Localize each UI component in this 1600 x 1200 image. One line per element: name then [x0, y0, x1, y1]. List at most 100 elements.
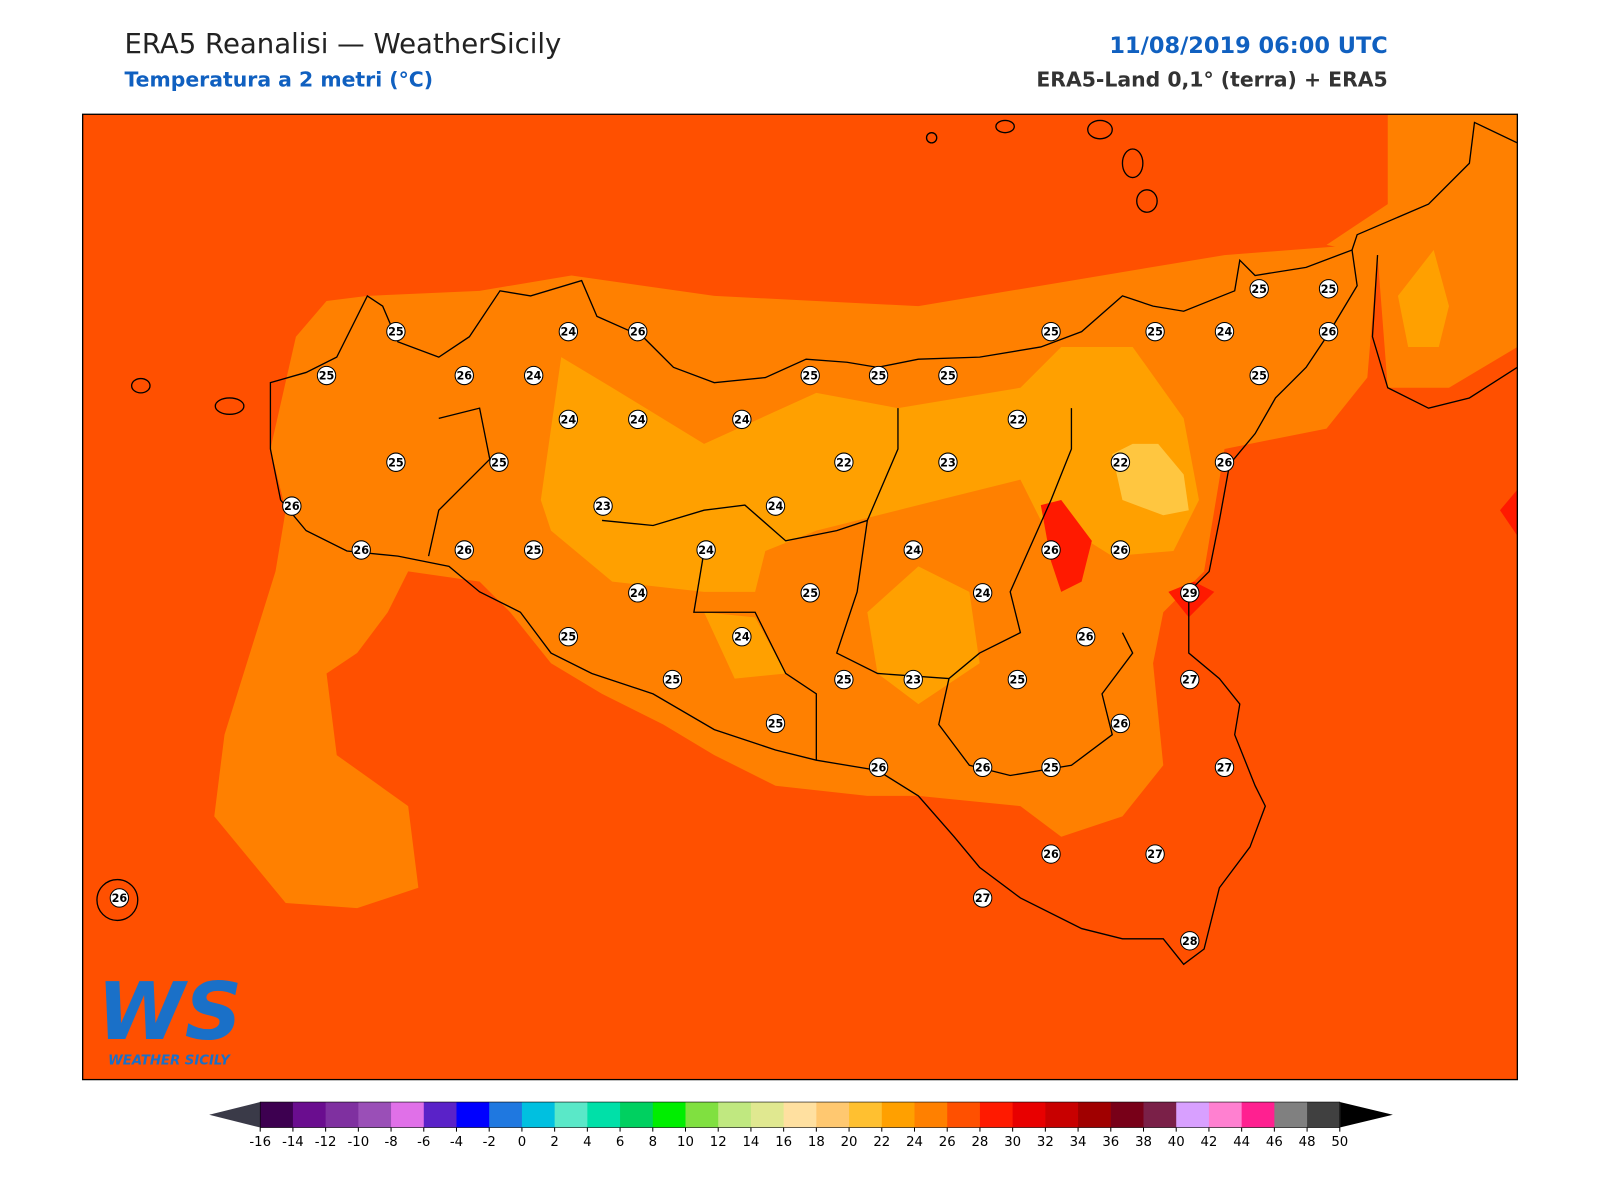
station-marker: [800, 583, 820, 603]
colorbar-segment: [358, 1102, 392, 1128]
logo-mark: WS: [97, 965, 242, 1058]
colorbar-tick-label: 44: [1233, 1135, 1250, 1150]
field-22-24: [867, 566, 980, 705]
field-20-22: [1112, 443, 1189, 516]
station-value: 24: [975, 587, 991, 600]
station-marker: [834, 669, 854, 690]
title: ERA5 Reanalisi — WeatherSicily: [124, 28, 561, 60]
colorbar-segment: [456, 1102, 490, 1128]
colorbar-segment: [914, 1102, 948, 1128]
colorbar-tick-label: 48: [1299, 1135, 1316, 1150]
station-value: 26: [1113, 717, 1129, 730]
station-marker: [282, 496, 302, 516]
station-marker: [1041, 540, 1061, 560]
station-value: 24: [905, 544, 921, 557]
island: [995, 119, 1015, 134]
station-value: 25: [768, 717, 784, 730]
colorbar-tick-label: -14: [282, 1135, 304, 1150]
station-marker: [628, 583, 648, 603]
colorbar-tick-label: -10: [348, 1135, 370, 1150]
colorbar-segment: [750, 1102, 785, 1128]
island: [1121, 148, 1144, 179]
colorbar-segment: [816, 1102, 850, 1128]
station-marker: [628, 409, 648, 430]
station-value: 24: [561, 413, 577, 426]
station-value: 26: [353, 544, 369, 557]
colorbar-tick-label: 46: [1266, 1135, 1283, 1150]
station-value: 26: [456, 370, 472, 383]
station-value: 29: [1182, 587, 1198, 600]
station-value: 25: [1321, 283, 1337, 296]
station-marker: [1041, 321, 1061, 342]
colorbar-segment: [652, 1102, 687, 1128]
province-border: [601, 408, 899, 542]
station-marker: [696, 540, 716, 560]
station-marker: [628, 321, 648, 342]
stations: 25 24 26 25 26 24 24 24 24 25 25 26 23 26 26 25 25 25 25 25…: [109, 279, 1339, 951]
colorbar-segment: [521, 1102, 556, 1128]
colorbar-segment: [1045, 1102, 1079, 1128]
station-marker: [662, 669, 683, 690]
station-value: 25: [665, 674, 681, 687]
colorbar-segment: [685, 1102, 719, 1128]
station-marker: [1007, 669, 1028, 690]
station-marker: [972, 757, 993, 778]
station-value: 26: [1043, 848, 1059, 861]
province-border: [693, 550, 817, 761]
colorbar-tick-label: 2: [550, 1135, 558, 1150]
station-value: 25: [802, 587, 818, 600]
colorbar-tick-label: 10: [677, 1135, 694, 1150]
station-marker: [489, 452, 509, 472]
colorbar-segment: [620, 1102, 654, 1128]
station-value: 23: [940, 456, 956, 469]
station-marker: [1041, 757, 1061, 778]
colorbar-tick-label: 12: [710, 1135, 727, 1150]
colorbar-tick-label: 4: [583, 1135, 591, 1150]
colorbar-tick-label: 22: [873, 1135, 890, 1150]
colorbar: -16 -14 -12 -10 -8 -6 -4 -2 0 2 4 6 8 10 12 14 16 18 20 22 2…: [209, 1101, 1393, 1150]
colorbar-segment: [1208, 1102, 1243, 1128]
station-marker: [386, 321, 406, 342]
station-marker: [1110, 540, 1131, 560]
station-value: 25: [388, 456, 404, 469]
colorbar-over: [1339, 1102, 1393, 1128]
station-marker: [938, 365, 958, 386]
station-value: 22: [836, 456, 852, 469]
colorbar-tick-label: 14: [742, 1135, 759, 1150]
colorbar-segment: [1274, 1102, 1308, 1128]
colorbar-segment: [1078, 1102, 1112, 1128]
station-value: 24: [630, 587, 646, 600]
colorbar-outline: [259, 1101, 1341, 1128]
station-value: 26: [456, 544, 472, 557]
station-marker: [1249, 279, 1269, 299]
colorbar-segment: [325, 1102, 359, 1128]
station-value: 24: [630, 413, 646, 426]
station-value: 25: [526, 544, 542, 557]
colorbar-under: [209, 1102, 261, 1128]
colorbar-tick-label: 6: [616, 1135, 624, 1150]
station-marker: [1076, 627, 1096, 647]
station-marker: [903, 669, 923, 690]
station-value: 25: [1043, 326, 1059, 339]
station-marker: [972, 583, 993, 603]
station-value: 25: [491, 456, 507, 469]
station-marker: [903, 540, 923, 560]
logo-name: WEATHER SICILY: [108, 1053, 231, 1068]
colorbar-tick-label: -2: [483, 1135, 496, 1150]
station-value: 25: [871, 370, 887, 383]
colorbar-tick-label: 32: [1037, 1135, 1054, 1150]
colorbar-tick-label: 26: [939, 1135, 956, 1150]
station-marker: [316, 365, 337, 386]
subtitle: Temperatura a 2 metri (°C): [124, 68, 433, 92]
station-value: 27: [975, 892, 991, 905]
station-marker: [109, 888, 130, 908]
colorbar-tick-label: 38: [1135, 1135, 1152, 1150]
station-marker: [593, 496, 613, 516]
station-value: 26: [1321, 326, 1337, 339]
date: 11/08/2019 06:00 UTC: [1109, 33, 1387, 59]
island: [1087, 119, 1113, 140]
colorbar-tick-label: -4: [450, 1135, 463, 1150]
station-marker: [558, 409, 579, 430]
colorbar-tick-label: 18: [808, 1135, 825, 1150]
